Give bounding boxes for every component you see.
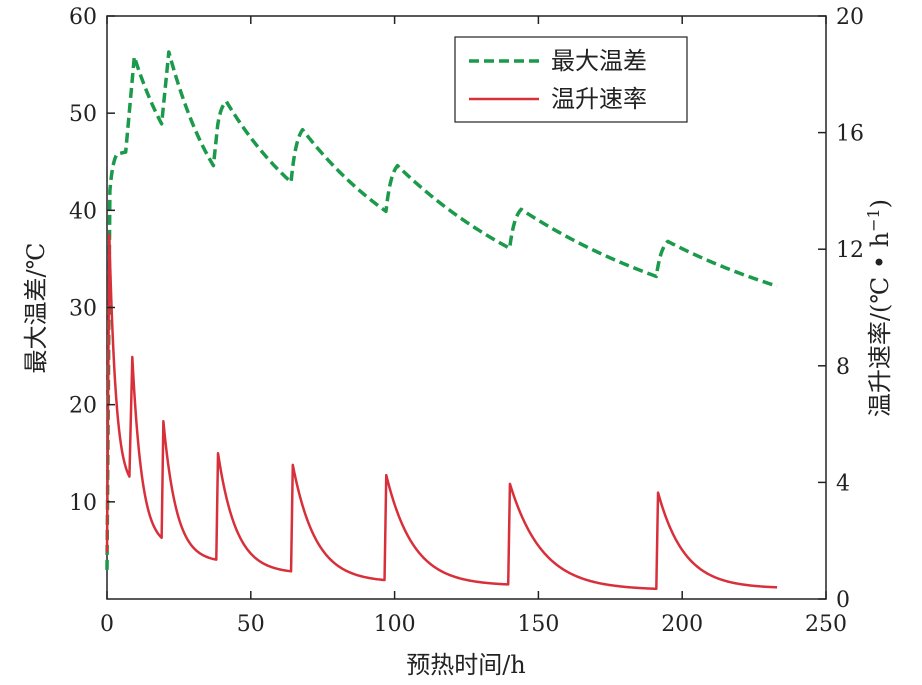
legend-label-2: 温升速率 bbox=[551, 85, 647, 113]
left-y-axis-title: 最大温差/℃ bbox=[22, 243, 50, 374]
right-y-tick-label: 4 bbox=[836, 471, 850, 496]
left-y-tick-label: 60 bbox=[69, 5, 97, 30]
left-y-tick-label: 40 bbox=[69, 199, 97, 224]
right-y-tick-label: 16 bbox=[836, 122, 864, 147]
right-y-tick-label: 12 bbox=[836, 238, 864, 263]
series-line-2 bbox=[105, 233, 778, 591]
right-y-axis-title-main: 温升速率/(℃ • h bbox=[866, 232, 894, 417]
x-tick-label: 250 bbox=[805, 612, 847, 637]
right-y-axis-title-exponent: −1 bbox=[864, 208, 883, 232]
legend-box bbox=[454, 36, 688, 123]
right-y-tick-label: 20 bbox=[836, 5, 864, 30]
x-axis-title: 预热时间/h bbox=[406, 651, 526, 679]
left-y-tick-label: 30 bbox=[69, 297, 97, 322]
right-y-axis-title: 温升速率/(℃ • h−1) bbox=[864, 199, 895, 417]
left-y-tick-label: 50 bbox=[69, 102, 97, 127]
right-y-tick-label: 0 bbox=[836, 588, 850, 613]
left-y-tick-label: 20 bbox=[69, 394, 97, 419]
right-y-axis-title-close: ) bbox=[866, 199, 894, 208]
legend-label-1: 最大温差 bbox=[551, 47, 647, 75]
x-tick-label: 50 bbox=[237, 612, 265, 637]
x-tick-label: 150 bbox=[517, 612, 559, 637]
series-line-1 bbox=[105, 50, 778, 570]
x-tick-label: 100 bbox=[374, 612, 416, 637]
left-y-tick-label: 10 bbox=[69, 491, 97, 516]
right-y-tick-label: 8 bbox=[836, 355, 850, 380]
x-tick-label: 200 bbox=[661, 612, 703, 637]
x-tick-label: 0 bbox=[100, 612, 114, 637]
